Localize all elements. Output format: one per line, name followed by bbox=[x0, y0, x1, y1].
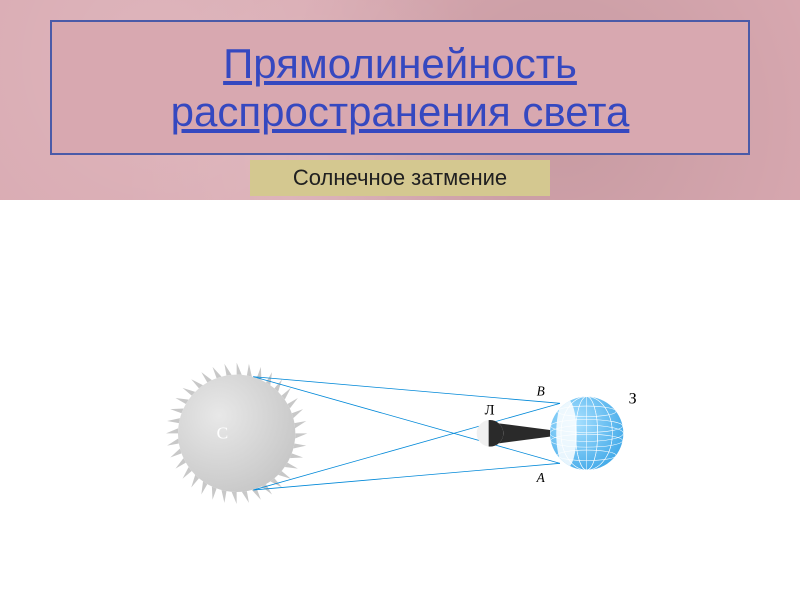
subtitle-box: Солнечное затмение bbox=[250, 160, 550, 196]
sun-ray bbox=[221, 490, 226, 503]
sun-ray bbox=[295, 433, 307, 438]
sun-ray bbox=[237, 363, 242, 375]
sun-ray bbox=[278, 471, 291, 479]
sun-ray bbox=[290, 453, 303, 458]
sun-ray bbox=[274, 379, 282, 392]
light-ray bbox=[253, 463, 560, 490]
subtitle-text: Солнечное затмение bbox=[293, 165, 507, 191]
title-box: Прямолинейность распространения света bbox=[50, 20, 750, 155]
sun-ray bbox=[266, 372, 272, 385]
sun-ray bbox=[175, 458, 185, 469]
sun-body bbox=[178, 375, 295, 492]
earth bbox=[550, 397, 623, 470]
sun-ray bbox=[170, 449, 181, 458]
sun-ray bbox=[242, 491, 249, 503]
sun-ray bbox=[282, 388, 291, 400]
light-ray bbox=[253, 403, 560, 490]
header-region: Прямолинейность распространения света Со… bbox=[0, 0, 800, 200]
umbra-cone bbox=[499, 423, 550, 443]
moon bbox=[477, 420, 504, 447]
sun-ray bbox=[224, 364, 231, 376]
sun-ray bbox=[166, 428, 178, 433]
sun-ray bbox=[287, 398, 297, 409]
sun-ray bbox=[212, 487, 217, 500]
sun-ray bbox=[170, 409, 183, 414]
diagram-svg: С Л З A B bbox=[0, 200, 800, 600]
sun-ray bbox=[294, 421, 306, 428]
earth-grid bbox=[550, 397, 623, 470]
penumbra-band bbox=[556, 399, 577, 469]
light-ray bbox=[253, 377, 560, 404]
sun-ray bbox=[212, 367, 221, 378]
sun-ray bbox=[285, 463, 298, 469]
sun-ray bbox=[183, 467, 192, 479]
sun-ray bbox=[167, 438, 179, 445]
sun-ray bbox=[257, 367, 262, 380]
point-b-label: B bbox=[537, 383, 545, 398]
earth-label: З bbox=[629, 390, 637, 407]
sun-ray bbox=[183, 388, 196, 396]
sun-ray bbox=[293, 444, 306, 449]
sun-ray bbox=[175, 398, 188, 404]
sun-ray bbox=[167, 418, 180, 423]
sun-ray bbox=[292, 409, 303, 418]
sun-ray bbox=[247, 364, 252, 377]
sun-ray bbox=[232, 492, 237, 504]
sun-ray bbox=[270, 478, 282, 487]
point-a-label: A bbox=[536, 470, 546, 485]
diagram-region: С Л З A B bbox=[0, 200, 800, 600]
sun-ray bbox=[261, 484, 272, 494]
sun-ray bbox=[191, 475, 199, 488]
sun-label: С bbox=[217, 424, 229, 443]
sun-ray bbox=[201, 372, 212, 382]
moon-label: Л bbox=[485, 403, 495, 419]
light-ray bbox=[253, 377, 560, 464]
sun-ray bbox=[252, 488, 261, 499]
sun-ray bbox=[201, 481, 207, 494]
title-text: Прямолинейность распространения света bbox=[52, 40, 748, 136]
sun-ray bbox=[191, 379, 203, 388]
